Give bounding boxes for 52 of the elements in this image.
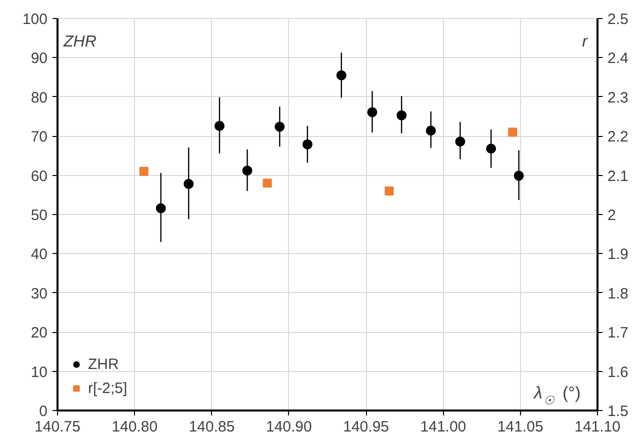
point bbox=[455, 136, 466, 147]
legend-label: ZHR bbox=[88, 356, 119, 372]
x-tick-label: 141.10 bbox=[574, 418, 620, 436]
x-tick-label: 140.95 bbox=[343, 418, 390, 436]
point bbox=[486, 144, 496, 154]
point bbox=[156, 203, 166, 214]
point bbox=[426, 126, 436, 136]
point bbox=[336, 70, 346, 80]
y2-tick-label: 1.8 bbox=[608, 285, 628, 302]
legend-label: r[-2;5] bbox=[88, 380, 128, 396]
y-tick-label: 30 bbox=[30, 285, 48, 302]
y2-tick-label: 1.9 bbox=[608, 246, 628, 264]
y2-tick-label: 1.5 bbox=[608, 403, 628, 420]
y2-tick-label: 2.1 bbox=[608, 168, 628, 185]
point bbox=[184, 178, 194, 189]
y-tick-label: 90 bbox=[30, 50, 48, 68]
point bbox=[214, 120, 224, 131]
y2-axis-title: r bbox=[582, 34, 588, 50]
x-tick-label: 140.85 bbox=[188, 418, 235, 436]
x-tick-label: 140.75 bbox=[34, 418, 80, 436]
y2-tick-label: 2.4 bbox=[608, 50, 628, 68]
point bbox=[242, 166, 252, 176]
point bbox=[384, 186, 394, 196]
point bbox=[262, 178, 272, 188]
point bbox=[274, 122, 285, 132]
y-tick-label: 20 bbox=[30, 324, 48, 342]
x-tick-label: 140.90 bbox=[266, 418, 312, 436]
y-tick-label: 60 bbox=[30, 168, 48, 185]
y2-tick-label: 2.2 bbox=[608, 128, 628, 146]
y-tick-label: 100 bbox=[22, 11, 48, 28]
y-axis-title: ZHR bbox=[62, 34, 97, 50]
y-tick-label: 70 bbox=[30, 128, 48, 146]
point bbox=[139, 166, 148, 176]
y-tick-label: 0 bbox=[39, 403, 48, 420]
y-tick-label: 40 bbox=[30, 246, 48, 264]
point bbox=[514, 170, 524, 181]
y2-tick-label: 2.3 bbox=[608, 89, 628, 106]
y-tick-label: 50 bbox=[30, 207, 48, 224]
y2-tick-label: 2.5 bbox=[608, 11, 628, 28]
x-axis-title: λ☉ (°) bbox=[533, 384, 581, 408]
y-tick-label: 10 bbox=[30, 364, 48, 381]
point bbox=[508, 128, 518, 137]
x-tick-label: 141.00 bbox=[420, 418, 466, 436]
y-tick-label: 80 bbox=[30, 89, 48, 106]
point bbox=[367, 107, 378, 118]
point bbox=[396, 110, 407, 120]
x-tick-label: 141.05 bbox=[497, 418, 544, 436]
y2-tick-label: 2 bbox=[608, 207, 616, 224]
x-tick-label: 140.80 bbox=[112, 418, 158, 436]
y2-tick-label: 1.7 bbox=[608, 324, 628, 342]
point bbox=[302, 139, 312, 150]
y2-tick-label: 1.6 bbox=[608, 364, 628, 381]
